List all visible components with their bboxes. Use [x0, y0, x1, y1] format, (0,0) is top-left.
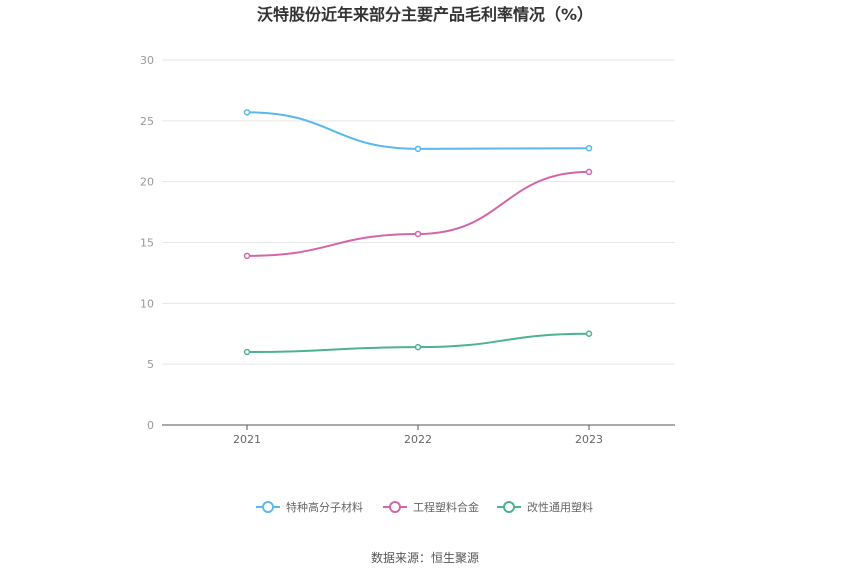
y-tick-label: 5: [147, 358, 154, 371]
y-tick-label: 0: [147, 419, 154, 432]
y-axis-ticks: 0 5 10 15 20 25 30: [140, 54, 154, 432]
series-line: [246, 111, 590, 150]
x-tick-label: 2023: [575, 433, 603, 446]
grid-lines: [162, 59, 675, 365]
legend-label: 特种高分子材料: [286, 500, 363, 514]
legend-label: 工程塑料合金: [413, 500, 479, 514]
legend-label: 改性通用塑料: [527, 500, 593, 514]
legend-marker: [389, 501, 401, 513]
x-tick-label: 2022: [404, 433, 432, 446]
source-note: 数据来源：恒生聚源: [371, 550, 479, 565]
y-tick-label: 30: [140, 54, 154, 67]
x-axis: 2021 2022 2023: [162, 424, 675, 446]
y-tick-label: 15: [140, 237, 154, 250]
data-point: [243, 348, 251, 356]
y-tick-label: 20: [140, 176, 154, 189]
y-tick-label: 25: [140, 115, 154, 128]
legend-marker: [262, 501, 274, 513]
y-tick-label: 10: [140, 297, 154, 310]
legend-marker: [503, 501, 515, 513]
data-point: [414, 145, 422, 153]
series-lines: [243, 109, 593, 356]
data-point: [585, 144, 593, 152]
data-point: [243, 109, 251, 116]
data-point: [414, 343, 422, 351]
chart-title: 沃特股份近年来部分主要产品毛利率情况（%）: [257, 5, 593, 24]
data-point: [414, 230, 422, 238]
data-point: [585, 168, 593, 176]
x-tick-label: 2021: [233, 433, 261, 446]
data-point: [243, 252, 251, 260]
legend: 特种高分子材料 工程塑料合金 改性通用塑料: [256, 500, 593, 514]
series-line: [246, 170, 590, 257]
data-point: [585, 330, 593, 337]
